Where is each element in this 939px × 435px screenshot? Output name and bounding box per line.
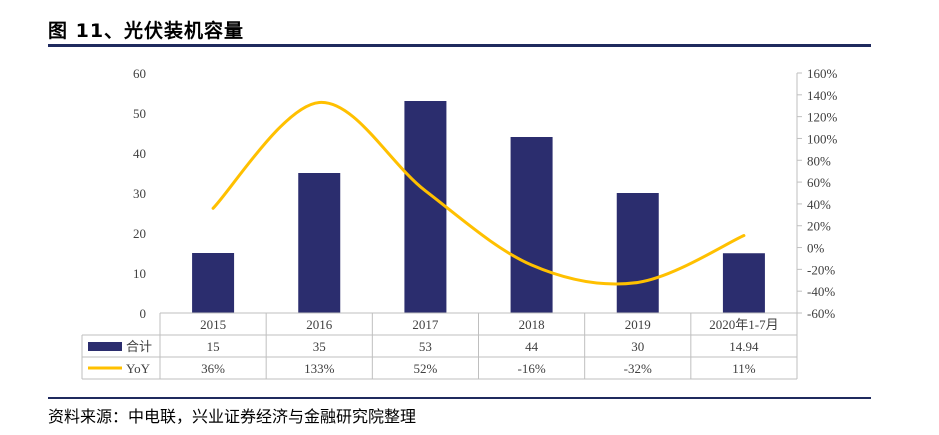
y-tick-label: 60: [133, 66, 146, 81]
y2-tick-label: 140%: [807, 88, 838, 103]
y2-tick-label: 120%: [807, 110, 838, 125]
bar-value-cell: 35: [313, 339, 326, 354]
y2-tick-label: 100%: [807, 131, 838, 146]
yoy-line: [211, 100, 746, 286]
line-series: [211, 100, 746, 286]
yoy-value-cell: -32%: [624, 361, 652, 376]
y-tick-label: 50: [133, 106, 146, 121]
figure-title: 图 11、光伏装机容量: [48, 20, 245, 42]
x-tick-label: 2019: [625, 317, 651, 332]
axes: 0 10 20 30 40 50 60 -60% -40% -20% 0% 20% 40% 60% 80% 1…: [133, 66, 838, 321]
bar: [192, 253, 235, 313]
y2-tick-label: 40%: [807, 197, 831, 212]
bar-value-cell: 14.94: [729, 339, 759, 354]
y2-tick-label: 60%: [807, 175, 831, 190]
x-tick-label: 2017: [412, 317, 439, 332]
bar-value-cell: 15: [207, 339, 220, 354]
bar-value-cell: 53: [419, 339, 432, 354]
yoy-value-cell: 52%: [413, 361, 437, 376]
yoy-value-cell: 11%: [732, 361, 756, 376]
source-rule: [48, 397, 871, 399]
legend-bar-swatch: [88, 342, 122, 351]
y-tick-label: 40: [133, 146, 146, 161]
y2-tick-label: 80%: [807, 153, 831, 168]
y-tick-label: 20: [133, 226, 146, 241]
y2-tick-label: -60%: [807, 306, 835, 321]
y2-tick-label: -20%: [807, 262, 835, 277]
bar: [404, 101, 447, 313]
x-tick-label: 2020年1-7月: [709, 317, 778, 332]
legend-bar-label: 合计: [126, 339, 152, 354]
bar-series: [192, 101, 765, 313]
y-tick-label: 10: [133, 266, 146, 281]
bar: [298, 173, 341, 313]
x-tick-label: 2018: [519, 317, 545, 332]
bar-value-cell: 44: [525, 339, 539, 354]
yoy-value-cell: 36%: [201, 361, 225, 376]
x-tick-label: 2015: [200, 317, 226, 332]
yoy-value-cell: -16%: [517, 361, 545, 376]
y2-tick-label: 160%: [807, 66, 838, 81]
title-rule: [48, 44, 871, 47]
y2-tick-label: 20%: [807, 219, 831, 234]
bar-value-cell: 30: [631, 339, 644, 354]
source-note: 资料来源：中电联，兴业证券经济与金融研究院整理: [48, 407, 417, 426]
bar: [616, 193, 659, 313]
y-tick-label: 0: [140, 306, 147, 321]
bar: [722, 253, 765, 313]
legend-line-label: YoY: [126, 361, 151, 376]
y2-tick-label: -40%: [807, 284, 835, 299]
y2-tick-label: 0%: [807, 241, 825, 256]
x-tick-label: 2016: [306, 317, 333, 332]
bar: [510, 137, 553, 313]
y-tick-label: 30: [133, 186, 146, 201]
yoy-value-cell: 133%: [304, 361, 335, 376]
